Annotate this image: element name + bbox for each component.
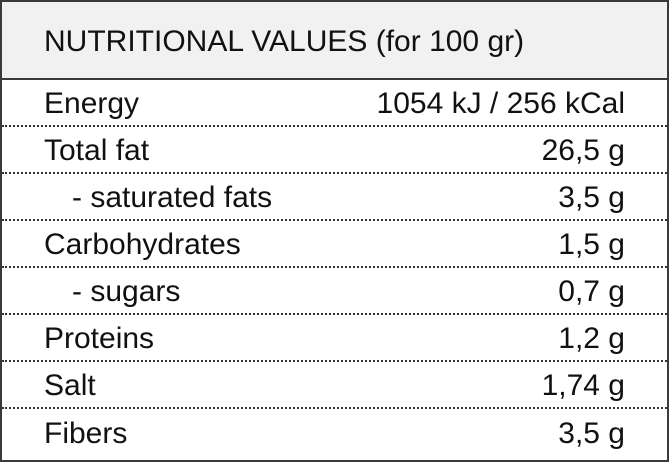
table-row: Proteins 1,2 g bbox=[2, 315, 667, 362]
row-value: 3,5 g bbox=[558, 416, 625, 450]
row-value: 3,5 g bbox=[558, 180, 625, 214]
row-label: Total fat bbox=[44, 133, 150, 167]
row-label: Salt bbox=[44, 368, 96, 402]
row-value: 0,7 g bbox=[558, 274, 625, 308]
row-label: Carbohydrates bbox=[44, 227, 241, 261]
header-title: NUTRITIONAL VALUES (for 100 gr) bbox=[44, 25, 525, 58]
table-header: NUTRITIONAL VALUES (for 100 gr) bbox=[2, 2, 667, 80]
table-row: - sugars 0,7 g bbox=[2, 268, 667, 315]
row-label: Proteins bbox=[44, 321, 155, 355]
row-label: Fibers bbox=[44, 416, 128, 450]
row-value: 1,74 g bbox=[541, 368, 625, 402]
table-row: Carbohydrates 1,5 g bbox=[2, 221, 667, 268]
row-label: Energy bbox=[44, 86, 140, 120]
row-value: 1,5 g bbox=[558, 227, 625, 261]
table-row: Fibers 3,5 g bbox=[2, 409, 667, 456]
row-value: 1,2 g bbox=[558, 321, 625, 355]
row-value: 26,5 g bbox=[541, 133, 625, 167]
table-row: Total fat 26,5 g bbox=[2, 127, 667, 174]
table-row: Salt 1,74 g bbox=[2, 362, 667, 409]
table-row: - saturated fats 3,5 g bbox=[2, 174, 667, 221]
row-value: 1054 kJ / 256 kCal bbox=[376, 86, 625, 120]
row-label: - sugars bbox=[72, 274, 181, 308]
row-label: - saturated fats bbox=[72, 180, 273, 214]
table-row: Energy 1054 kJ / 256 kCal bbox=[2, 80, 667, 127]
